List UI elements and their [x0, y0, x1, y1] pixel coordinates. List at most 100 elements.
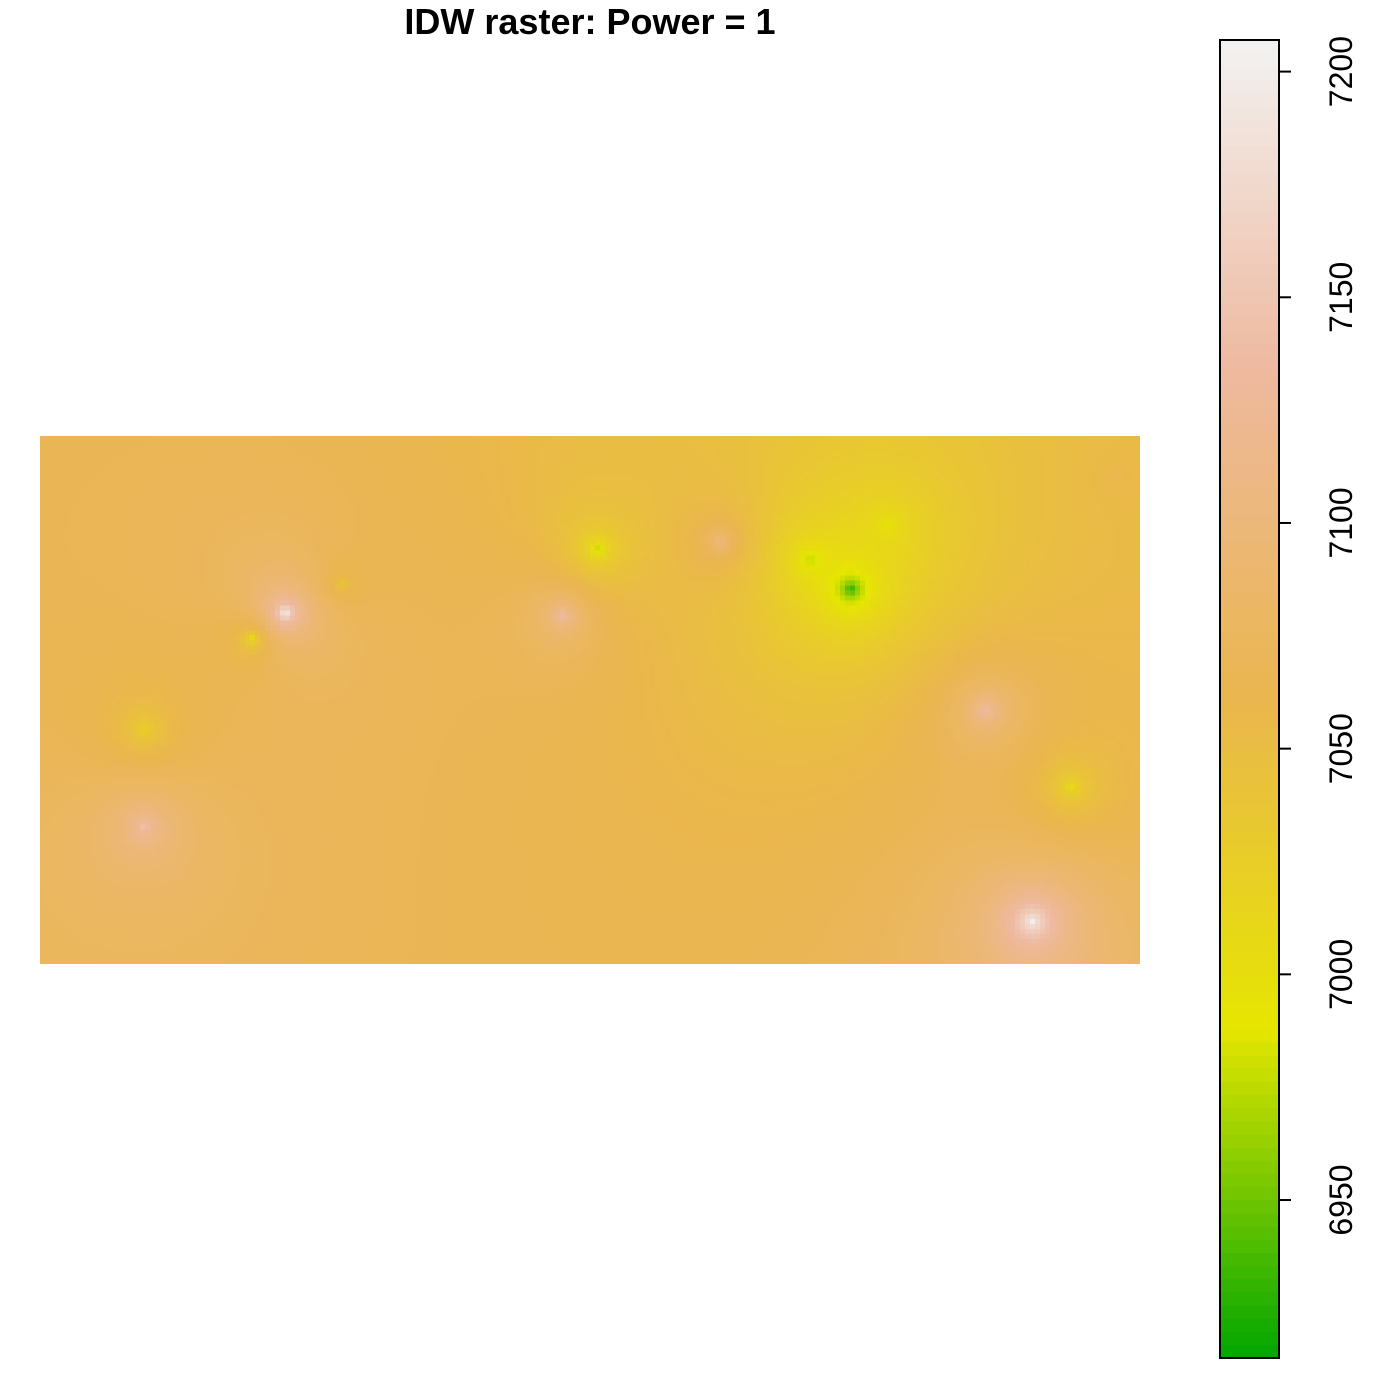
legend-ramp-step	[1220, 158, 1279, 173]
legend-ramp-step	[1220, 948, 1279, 964]
legend-ramp-step	[1220, 566, 1279, 581]
legend-ramp-step	[1220, 1238, 1279, 1254]
legend-ramp-step	[1220, 751, 1279, 766]
legend-ramp-step	[1220, 487, 1279, 502]
legend-ramp-step	[1220, 513, 1279, 529]
legend-ramp-step	[1220, 909, 1279, 924]
legend-ramp-step	[1220, 685, 1279, 700]
legend-ramp-step	[1220, 369, 1279, 384]
legend-ramp-step	[1220, 250, 1279, 265]
legend-ramp-step	[1220, 474, 1279, 489]
legend-ramp-step	[1220, 197, 1279, 212]
legend-ramp-step	[1220, 105, 1279, 120]
legend-ramp-step	[1220, 210, 1279, 226]
legend-ramp-step	[1220, 817, 1279, 832]
legend-ramp-step	[1220, 777, 1279, 792]
legend-ramp-step	[1220, 1120, 1279, 1135]
legend-ramp-step	[1220, 1133, 1279, 1148]
legend-ramp-step	[1220, 382, 1279, 397]
legend-ramp-step	[1220, 830, 1279, 845]
legend-ramp-step	[1220, 764, 1279, 779]
legend-ramp-step	[1220, 500, 1279, 515]
legend-tick-label: 7200	[1323, 36, 1359, 107]
legend-ramp-step	[1220, 1291, 1279, 1306]
legend-ramp-step	[1220, 1080, 1279, 1095]
legend-tick-label: 7000	[1323, 939, 1359, 1010]
legend-ramp-step	[1220, 1252, 1279, 1267]
legend-ramp-step	[1220, 329, 1279, 344]
legend-ramp-step	[1220, 856, 1279, 871]
legend-ramp-step	[1220, 527, 1279, 542]
legend-ramp-step	[1220, 1212, 1279, 1227]
legend-ramp-step	[1220, 1107, 1279, 1122]
color-legend: 6950 7000 7050 7100 7150 7200	[1219, 36, 1359, 1359]
legend-ramp-step	[1220, 1172, 1279, 1188]
legend-ramp-step	[1220, 698, 1279, 713]
legend-ramp-step	[1220, 1028, 1279, 1043]
legend-ramp-step	[1220, 118, 1279, 133]
legend-ramp-step	[1220, 593, 1279, 608]
legend-ramp-step	[1220, 1146, 1279, 1161]
legend-ramp-step	[1220, 724, 1279, 740]
legend-ramp-step	[1220, 619, 1279, 634]
legend-ramp-step	[1220, 303, 1279, 318]
legend-ramp-step	[1220, 935, 1279, 950]
legend-ramp-step	[1220, 1278, 1279, 1293]
legend-ramp-step	[1220, 896, 1279, 911]
legend-ramp-step	[1220, 263, 1279, 278]
legend-tick-label: 7150	[1323, 262, 1359, 333]
legend-ramp-step	[1220, 1041, 1279, 1056]
legend-ramp-step	[1220, 1344, 1279, 1359]
legend-ramp-step	[1220, 1067, 1279, 1082]
legend-ramp-step	[1220, 1054, 1279, 1069]
legend-ramp-step	[1220, 237, 1279, 252]
legend-ramp-step	[1220, 540, 1279, 555]
legend-ramp-step	[1220, 711, 1279, 726]
legend-ramp-step	[1220, 975, 1279, 990]
legend-ramp-step	[1220, 606, 1279, 621]
legend-ramp-step	[1220, 395, 1279, 410]
legend-ramp-step	[1220, 1093, 1279, 1109]
legend-ramp-step	[1220, 461, 1279, 476]
legend-ramp-step	[1220, 316, 1279, 331]
legend-ramp-step	[1220, 448, 1279, 463]
legend-ramp-step	[1220, 65, 1279, 81]
legend-ramp-step	[1220, 434, 1279, 450]
legend-axis: 6950 7000 7050 7100 7150 7200	[1279, 36, 1359, 1236]
legend-ramp-step	[1220, 672, 1279, 687]
legend-ramp-step	[1220, 869, 1279, 885]
legend-ramp-step	[1220, 579, 1279, 595]
legend-ramp-step	[1220, 276, 1279, 291]
legend-ramp-step	[1220, 1304, 1279, 1319]
idw-raster	[40, 436, 1140, 964]
legend-ramp-step	[1220, 1265, 1279, 1280]
legend-ramp-step	[1220, 658, 1279, 674]
legend-ramp-step	[1220, 342, 1279, 357]
legend-frame	[1219, 39, 1280, 1359]
legend-ramp-step	[1220, 52, 1279, 67]
legend-ramp-step	[1220, 92, 1279, 107]
legend-ramp-step	[1220, 1159, 1279, 1174]
legend-ramp-step	[1220, 79, 1279, 94]
legend-color-ramp	[1220, 39, 1279, 1359]
legend-ramp-step	[1220, 1014, 1279, 1029]
legend-ramp-step	[1220, 553, 1279, 568]
legend-ramp-step	[1220, 645, 1279, 660]
legend-ramp-step	[1220, 1199, 1279, 1214]
legend-ramp-step	[1220, 922, 1279, 937]
legend-ramp-step	[1220, 1331, 1279, 1346]
legend-ramp-step	[1220, 184, 1279, 199]
legend-ramp-step	[1220, 1225, 1279, 1240]
legend-ramp-step	[1220, 1317, 1279, 1333]
legend-ramp-step	[1220, 355, 1279, 370]
legend-ramp-step	[1220, 962, 1279, 977]
legend-ramp-step	[1220, 738, 1279, 753]
legend-ramp-step	[1220, 1001, 1279, 1016]
legend-ramp-step	[1220, 289, 1279, 305]
legend-tick-label: 7050	[1323, 713, 1359, 784]
legend-ramp-step	[1220, 144, 1279, 160]
legend-ramp-step	[1220, 988, 1279, 1003]
legend-ramp-step	[1220, 883, 1279, 898]
legend-ramp-step	[1220, 790, 1279, 805]
legend-ramp-step	[1220, 131, 1279, 146]
